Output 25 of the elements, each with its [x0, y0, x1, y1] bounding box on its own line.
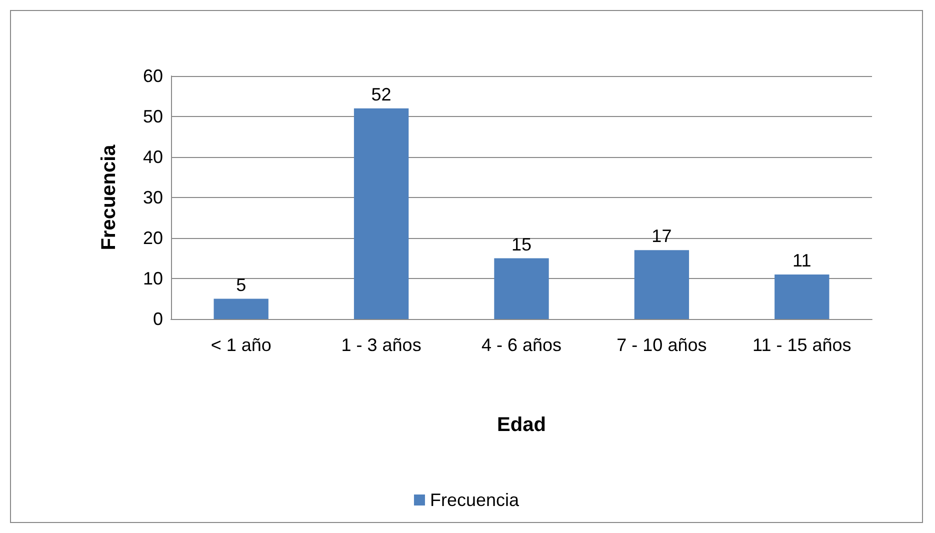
x-axis-title: Edad [497, 414, 546, 436]
bar [634, 250, 690, 319]
bar [774, 274, 830, 319]
bar [214, 298, 268, 319]
x-tick-label: < 1 año [210, 335, 272, 355]
y-tick-label: 60 [142, 66, 163, 86]
bar [354, 108, 409, 319]
bar [494, 258, 549, 319]
y-tick-label: 30 [142, 188, 163, 208]
legend-label: Frecuencia [430, 490, 520, 510]
y-tick-label: 0 [152, 309, 163, 329]
x-tick-label: 1 - 3 años [341, 335, 422, 355]
y-tick-label: 20 [142, 228, 163, 248]
x-tick-label: 7 - 10 años [616, 335, 707, 355]
y-tick-label: 10 [142, 268, 163, 288]
data-label: 11 [792, 250, 812, 270]
x-tick-label: 4 - 6 años [481, 335, 562, 355]
data-label: 5 [236, 274, 246, 295]
y-tick-label: 40 [142, 147, 163, 167]
data-label: 17 [652, 226, 672, 246]
x-tick-label: 11 - 15 años [752, 335, 852, 355]
y-axis-title: Frecuencia [98, 144, 120, 250]
data-label: 15 [511, 234, 532, 254]
data-label: 52 [371, 84, 392, 104]
y-tick-label: 50 [142, 106, 163, 126]
